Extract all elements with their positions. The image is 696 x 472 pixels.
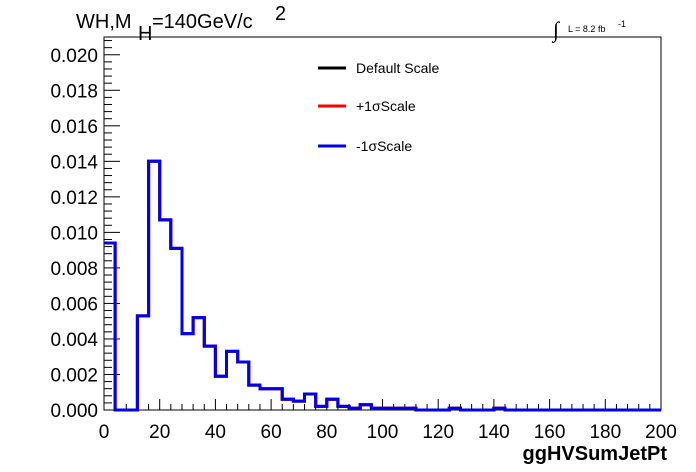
series-line-plus1sigma (104, 159, 661, 412)
y-tick-label: 0.020 (50, 46, 98, 67)
legend-label-minus1sigma: -1σScale (356, 138, 412, 154)
title-superscript: 2 (275, 3, 286, 25)
y-tick-label: 0.016 (50, 117, 98, 138)
lumi-superscript: -1 (618, 19, 626, 29)
y-tick-label: 0.002 (50, 365, 98, 386)
x-tick-label: 120 (422, 422, 454, 443)
chart-title: WH,M H =140GeV/c 2 (76, 3, 286, 45)
x-tick-label: 180 (589, 422, 621, 443)
x-axis-label: ggHVSumJetPt (523, 443, 668, 465)
y-tick-label: 0.010 (50, 223, 98, 244)
luminosity-label: ∫ L = 8.2 fb -1 (551, 17, 626, 43)
x-tick-label: 200 (645, 422, 677, 443)
y-tick-label: 0.000 (50, 401, 98, 422)
title-prefix: WH,M (76, 11, 132, 33)
y-tick-label: 0.012 (50, 188, 98, 209)
series-layer (104, 159, 661, 412)
x-tick-label: 40 (205, 422, 226, 443)
series-line-minus1sigma (104, 159, 661, 412)
y-tick-label: 0.004 (50, 330, 98, 351)
x-tick-label: 60 (261, 422, 282, 443)
x-tick-label: 100 (367, 422, 399, 443)
lumi-text: L = 8.2 fb (568, 24, 605, 34)
title-mid: =140GeV/c (152, 11, 253, 33)
integral-symbol: ∫ (551, 17, 561, 43)
x-tick-label: 160 (534, 422, 566, 443)
legend: Default Scale +1σScale -1σScale (318, 60, 439, 154)
title-subscript: H (138, 23, 152, 45)
x-axis-ticks: 0 20 40 60 80 100 120 140 160 180 200 (99, 399, 677, 443)
y-tick-label: 0.006 (50, 294, 98, 315)
x-tick-label: 0 (99, 422, 110, 443)
x-tick-label: 80 (316, 422, 337, 443)
x-tick-label: 140 (478, 422, 510, 443)
y-tick-label: 0.008 (50, 259, 98, 280)
y-tick-label: 0.014 (50, 152, 98, 173)
series-line-default (104, 159, 661, 412)
plot-frame (103, 36, 662, 411)
y-tick-label: 0.018 (50, 81, 98, 102)
y-axis-ticks: 0.000 0.002 0.004 0.006 0.008 0.010 0.012 0.014… (50, 40, 120, 422)
x-tick-label: 20 (149, 422, 170, 443)
legend-label-plus1sigma: +1σScale (356, 98, 416, 114)
legend-label-default: Default Scale (356, 60, 439, 76)
